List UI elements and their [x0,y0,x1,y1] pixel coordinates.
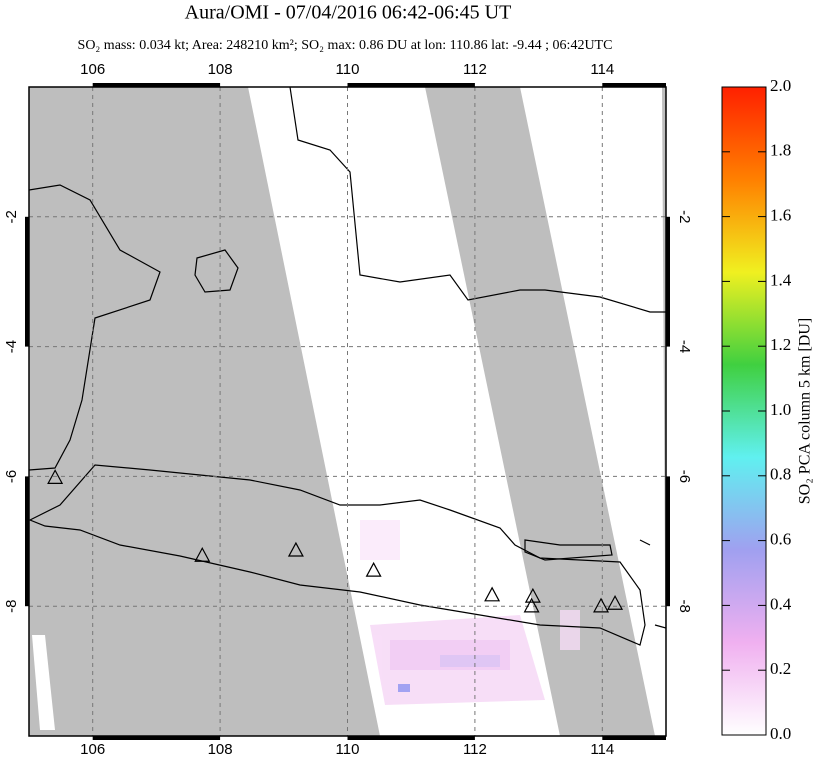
colorbar-tick-label: 0.4 [770,594,792,613]
x-tick-label: 112 [463,61,487,78]
axis-band [602,736,666,740]
axis-band [25,216,29,347]
axis-band [347,83,475,87]
colorbar-tick-label: 0.6 [770,530,791,549]
swath [32,635,55,730]
y-tick-label: -2 [3,210,20,223]
grid [29,87,666,736]
x-tick-label: 106 [80,741,105,758]
axis-band [25,476,29,607]
coastlines [29,87,666,646]
x-tick-label: 114 [590,741,614,758]
chart-title: Aura/OMI - 07/04/2016 06:42-06:45 UT [185,2,512,24]
y-tick-label: -8 [676,600,693,613]
x-tick-label: 106 [80,61,105,78]
so2-patches [360,520,580,705]
x-tick-label: 110 [336,61,360,78]
y-tick-label: -8 [3,600,20,613]
colorbar-tick-label: 2.0 [770,76,791,95]
map [29,87,666,736]
volcano-marker [523,597,540,613]
volcano-marker [47,469,64,484]
colorbar-tick-label: 1.8 [770,141,791,160]
volcanoes [47,469,624,613]
y-tick-label: -4 [3,340,20,353]
axis-band [666,476,670,607]
volcano-marker [365,561,382,577]
volcano-marker [484,586,501,602]
axis-band [92,736,221,740]
x-tick-label: 114 [590,61,614,78]
swath [248,87,560,736]
x-tick-label: 108 [208,741,233,758]
y-tick-label: -6 [676,470,693,483]
colorbar-tick-label: 1.0 [770,400,791,419]
x-tick-label: 110 [336,741,360,758]
colorbar-tick-label: 1.2 [770,335,791,354]
chart-subtitle: SO₂ mass: 0.034 kt; Area: 248210 km²; SO… [78,38,613,53]
axis-band [666,216,670,347]
axis-band [602,83,666,87]
y-tick-label: -6 [3,470,20,483]
axis-band [92,83,221,87]
y-tick-label: -2 [676,210,693,223]
swath [520,87,666,736]
volcano-marker [593,597,610,613]
volcano-marker [194,546,211,562]
colorbar-tick-label: 1.4 [770,270,792,289]
colorbar-tick-label: 0.8 [770,465,791,484]
x-tick-label: 112 [463,741,487,758]
colorbar-tick-label: 0.0 [770,724,791,743]
x-tick-label: 108 [208,61,233,78]
volcano-marker [607,594,624,610]
volcano-marker [287,541,304,557]
axis-band [347,736,475,740]
axes: 106 106 108 108 110 110 112 112 114 114 -2 -2 -4 -4 -6… [3,61,693,758]
colorbar-tick-label: 1.6 [770,206,791,225]
colorbar-tick-label: 0.2 [770,659,791,678]
colorbar-label: SO₂ PCA column 5 km [DU] [797,318,814,504]
y-tick-label: -4 [676,340,693,353]
